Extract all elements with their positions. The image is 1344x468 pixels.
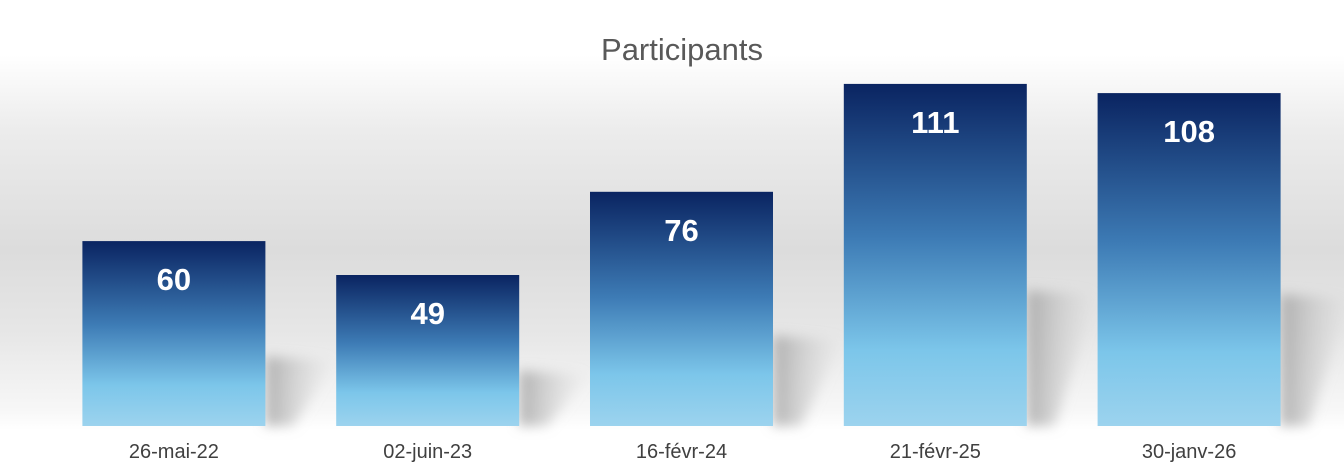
x-tick-label: 30-janv-26 [1142, 441, 1237, 463]
data-label: 111 [911, 105, 959, 140]
x-tick-label: 16-févr-24 [636, 441, 727, 463]
bar [590, 191, 773, 426]
bars [82, 83, 1281, 427]
data-label: 60 [157, 262, 191, 297]
bar [843, 83, 1027, 427]
x-tick-label: 02-juin-23 [383, 441, 472, 463]
bar-shadows [265, 290, 1344, 426]
chart-title: Participants [601, 32, 763, 67]
bar-shadow [519, 370, 590, 426]
data-label: 49 [410, 296, 444, 331]
x-tick-label: 26-mai-22 [129, 441, 219, 463]
bar-shadow [773, 335, 843, 426]
data-labels: 60 49 76 111 108 [157, 105, 1215, 331]
bar [336, 275, 520, 426]
x-axis-tick-labels: 26-mai-22 02-juin-23 16-févr-24 21-févr-25 3… [129, 441, 1236, 463]
data-label: 108 [1163, 114, 1215, 149]
bar-shadow [265, 356, 336, 426]
bar [82, 241, 266, 426]
data-label: 76 [664, 213, 698, 248]
x-tick-label: 21-févr-25 [890, 441, 981, 463]
bar [1097, 93, 1281, 426]
bar-shadow [1280, 294, 1344, 426]
bar-shadow [1026, 290, 1097, 426]
